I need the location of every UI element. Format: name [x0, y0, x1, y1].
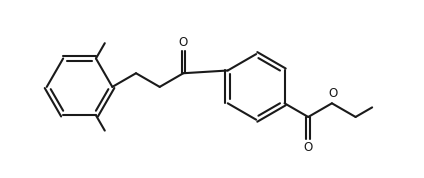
Text: O: O — [304, 141, 313, 154]
Text: O: O — [179, 36, 188, 49]
Text: O: O — [328, 87, 338, 100]
